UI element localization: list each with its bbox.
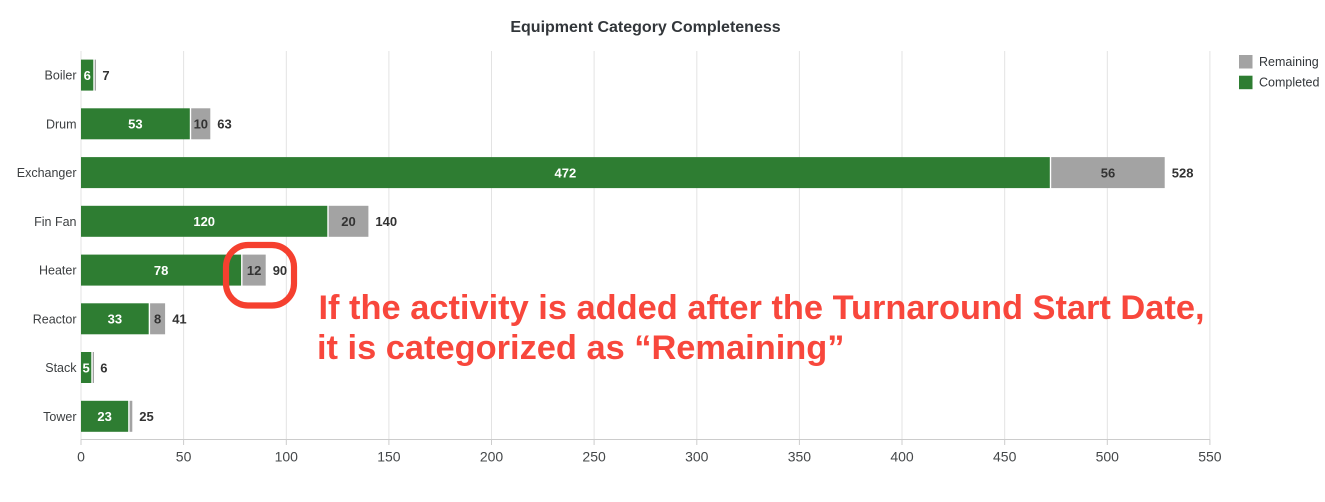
svg-text:5: 5 <box>82 360 89 375</box>
svg-text:100: 100 <box>275 449 299 465</box>
svg-text:12: 12 <box>247 263 261 278</box>
svg-text:If the activity is added after: If the activity is added after the Turna… <box>319 289 1205 327</box>
svg-text:Drum: Drum <box>46 117 77 131</box>
svg-text:Heater: Heater <box>39 264 77 278</box>
svg-text:140: 140 <box>375 214 397 229</box>
svg-text:7: 7 <box>102 68 109 83</box>
svg-text:20: 20 <box>341 214 355 229</box>
svg-text:23: 23 <box>97 409 111 424</box>
svg-text:50: 50 <box>176 449 192 465</box>
svg-text:Stack: Stack <box>45 361 77 375</box>
svg-text:41: 41 <box>172 312 186 327</box>
svg-text:500: 500 <box>1096 449 1120 465</box>
svg-text:Reactor: Reactor <box>33 312 77 326</box>
svg-text:528: 528 <box>1172 166 1194 181</box>
svg-text:25: 25 <box>139 409 153 424</box>
svg-text:8: 8 <box>154 312 161 327</box>
svg-text:250: 250 <box>582 449 606 465</box>
svg-text:Exchanger: Exchanger <box>17 166 77 180</box>
svg-text:Remaining: Remaining <box>1259 55 1319 69</box>
svg-text:Fin Fan: Fin Fan <box>34 215 76 229</box>
svg-text:6: 6 <box>84 68 91 83</box>
svg-text:10: 10 <box>194 117 208 132</box>
svg-text:120: 120 <box>193 214 215 229</box>
svg-text:Tower: Tower <box>43 410 76 424</box>
svg-text:Equipment Category Completenes: Equipment Category Completeness <box>510 19 780 36</box>
svg-text:33: 33 <box>108 312 122 327</box>
svg-text:Boiler: Boiler <box>45 69 77 83</box>
svg-text:78: 78 <box>154 263 168 278</box>
svg-text:6: 6 <box>100 360 107 375</box>
svg-text:56: 56 <box>1101 166 1115 181</box>
svg-text:it is categorized as “Remainin: it is categorized as “Remaining” <box>317 329 844 367</box>
svg-text:350: 350 <box>788 449 812 465</box>
svg-text:550: 550 <box>1198 449 1222 465</box>
svg-text:Completed: Completed <box>1259 76 1319 90</box>
svg-text:200: 200 <box>480 449 504 465</box>
svg-text:400: 400 <box>890 449 914 465</box>
svg-text:90: 90 <box>273 263 287 278</box>
svg-text:300: 300 <box>685 449 709 465</box>
svg-text:150: 150 <box>377 449 401 465</box>
svg-text:0: 0 <box>77 449 85 465</box>
svg-text:63: 63 <box>217 117 231 132</box>
svg-text:472: 472 <box>555 165 577 180</box>
svg-text:53: 53 <box>128 117 142 132</box>
svg-text:450: 450 <box>993 449 1017 465</box>
